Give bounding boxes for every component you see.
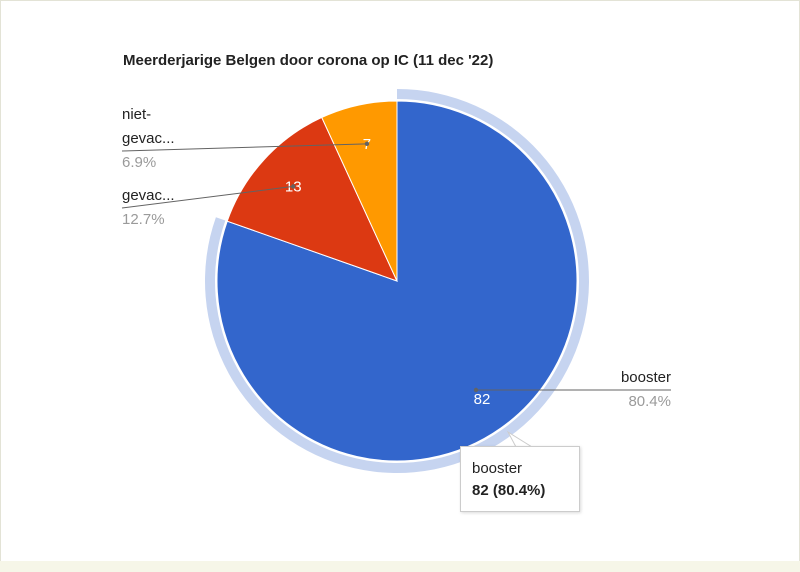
slice-niet-gevac[interactable]: [321, 100, 398, 282]
leader-line-gevac: [121, 185, 294, 209]
leader-dot-niet-gevac: [364, 141, 370, 147]
leader-dot-booster: [473, 387, 479, 393]
slice-label-niet-gevac-line2: gevac...: [122, 130, 175, 147]
bottom-strip: [0, 561, 800, 572]
tooltip-pointer: [506, 430, 534, 448]
slice-labels-layer: booster 80.4% gevac... 12.7% niet-gevac... 6.…: [122, 106, 671, 410]
slice-label-gevac-line1: gevac...: [122, 187, 175, 204]
slice-percent-niet-gevac: 6.9%: [122, 154, 156, 171]
slice-percent-booster: 80.4%: [628, 393, 671, 410]
slice-value-booster: 82: [474, 391, 491, 408]
slice-gevac[interactable]: [226, 116, 398, 282]
leader-line-niet-gevac: [121, 143, 367, 152]
slice-label-booster-line1: booster: [621, 369, 671, 386]
slices-layer: [216, 100, 578, 462]
leader-lines-layer: [121, 141, 671, 393]
tooltip-value: 82 (80.4%): [472, 482, 546, 499]
chart-title: Meerderjarige Belgen door corona op IC (…: [123, 52, 494, 69]
slice-percent-gevac: 12.7%: [122, 211, 165, 228]
leader-dot-gevac: [291, 184, 296, 189]
slice-label-niet-gevac-line1: niet-: [122, 106, 151, 123]
tooltip: booster 82 (80.4%): [460, 446, 580, 512]
tooltip-label: booster: [472, 460, 523, 477]
